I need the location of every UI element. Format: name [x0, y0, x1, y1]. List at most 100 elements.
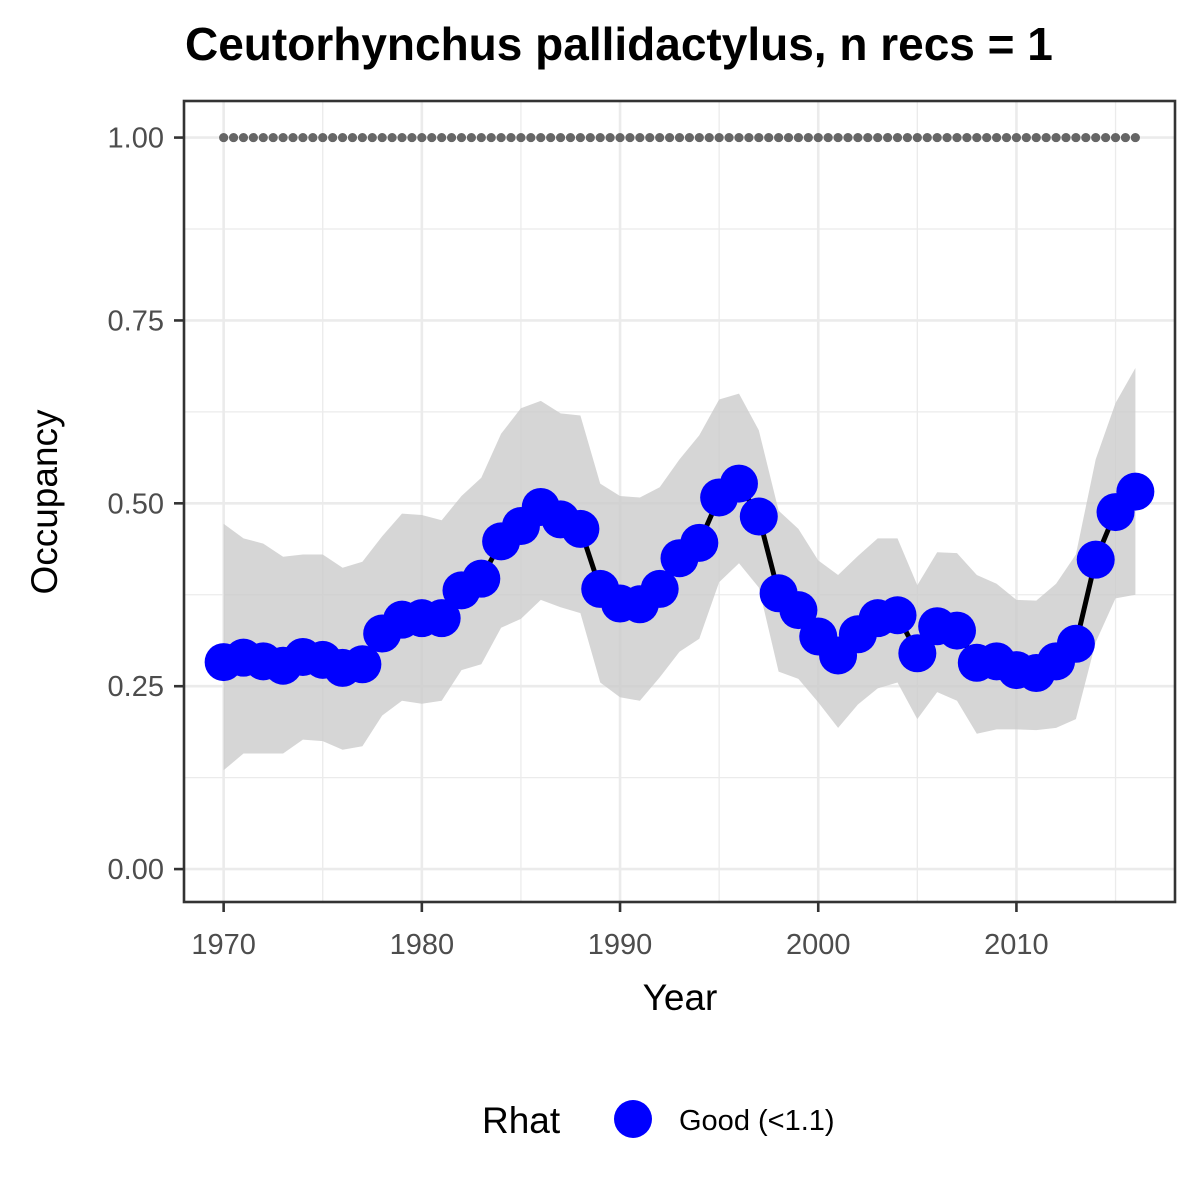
reference-dot: [1001, 132, 1012, 143]
reference-dot: [625, 132, 635, 143]
reference-dot: [764, 132, 774, 143]
x-tick-label: 2000: [786, 929, 851, 961]
reference-dot: [674, 132, 685, 143]
reference-dot: [466, 132, 476, 143]
data-points: [204, 464, 1155, 693]
reference-dot: [952, 132, 962, 143]
reference-dot: [724, 132, 734, 143]
reference-dot: [982, 132, 992, 143]
reference-dot: [268, 132, 278, 143]
reference-dot: [783, 132, 794, 143]
reference-dot: [1051, 132, 1061, 143]
reference-dot: [734, 132, 744, 143]
reference-dot: [922, 132, 932, 143]
reference-dot: [1101, 132, 1111, 143]
reference-dot: [397, 132, 407, 143]
reference-dot: [992, 132, 1002, 143]
reference-dot: [298, 132, 308, 143]
reference-dot: [377, 132, 387, 143]
reference-dot: [496, 132, 506, 143]
reference-dot: [1071, 132, 1081, 143]
chart-title: Ceutorhynchus pallidactylus, n recs = 1: [185, 18, 1053, 70]
reference-dot: [1011, 132, 1022, 143]
reference-dot: [972, 132, 982, 143]
reference-dot: [337, 132, 348, 143]
reference-dot: [1061, 132, 1071, 143]
reference-dot: [912, 132, 922, 143]
axes: 1970 1980 1990 2000 2010 0.00 0.25 0.50 0.75 1.00: [108, 123, 1049, 961]
reference-dot: [793, 132, 804, 143]
y-tick-label: 0.00: [108, 854, 164, 886]
reference-dot: [278, 132, 288, 143]
reference-dot: [664, 132, 675, 143]
data-point: [422, 599, 461, 638]
reference-dot: [823, 132, 833, 143]
reference-dotted-line: [219, 132, 1140, 143]
x-tick-label: 1980: [390, 929, 455, 961]
reference-dot: [774, 132, 784, 143]
reference-dot: [694, 132, 704, 143]
reference-dot: [318, 132, 328, 143]
reference-dot: [892, 132, 903, 143]
data-point: [739, 497, 778, 536]
reference-dot: [1091, 132, 1101, 143]
reference-dot: [506, 132, 516, 143]
reference-dot: [437, 132, 447, 143]
reference-dot: [883, 132, 893, 143]
reference-dot: [1031, 132, 1041, 143]
reference-dot: [1130, 132, 1140, 143]
reference-dot: [803, 132, 813, 143]
data-point: [462, 559, 501, 598]
reference-dot: [635, 132, 645, 143]
data-point: [640, 569, 679, 608]
x-tick-label: 2010: [984, 929, 1049, 961]
reference-dot: [258, 132, 268, 143]
data-point: [1116, 472, 1155, 511]
reference-dot: [942, 132, 952, 143]
reference-dot: [328, 132, 338, 143]
reference-dot: [446, 132, 457, 143]
reference-dot: [754, 132, 764, 143]
data-point: [937, 611, 976, 650]
reference-dot: [536, 132, 546, 143]
reference-dot: [427, 132, 437, 143]
reference-dot: [387, 132, 397, 143]
reference-dot: [347, 132, 358, 143]
reference-dot: [516, 132, 526, 143]
reference-dot: [1081, 132, 1091, 143]
x-axis-title: Year: [643, 977, 718, 1018]
reference-dot: [714, 132, 724, 143]
reference-dot: [615, 132, 625, 143]
reference-dot: [228, 132, 239, 143]
reference-dot: [486, 132, 496, 143]
reference-dot: [813, 132, 823, 143]
reference-dot: [962, 132, 972, 143]
reference-dot: [863, 132, 873, 143]
reference-dot: [1021, 132, 1031, 143]
reference-dot: [655, 132, 665, 143]
reference-dot: [357, 132, 367, 143]
data-point: [1056, 624, 1095, 663]
reference-dot: [744, 132, 754, 143]
panel-border: [182, 99, 1177, 904]
reference-dot: [843, 132, 853, 143]
reference-dot: [902, 132, 913, 143]
reference-dot: [407, 132, 417, 143]
reference-dot: [585, 132, 595, 143]
x-tick-label: 1990: [588, 929, 653, 961]
legend-key-good: [614, 1100, 652, 1138]
data-point: [898, 634, 937, 673]
data-point: [680, 523, 719, 562]
reference-dot: [605, 132, 615, 143]
y-axis-title: Occupancy: [24, 409, 65, 595]
data-point: [878, 596, 917, 635]
data-point: [719, 464, 758, 503]
legend: Rhat Good (<1.1): [482, 1100, 835, 1141]
reference-dot: [565, 132, 576, 143]
reference-dot: [238, 132, 249, 143]
y-tick-label: 0.75: [108, 305, 164, 337]
reference-dot: [1041, 132, 1051, 143]
reference-dot: [853, 132, 863, 143]
reference-dot: [219, 132, 229, 143]
